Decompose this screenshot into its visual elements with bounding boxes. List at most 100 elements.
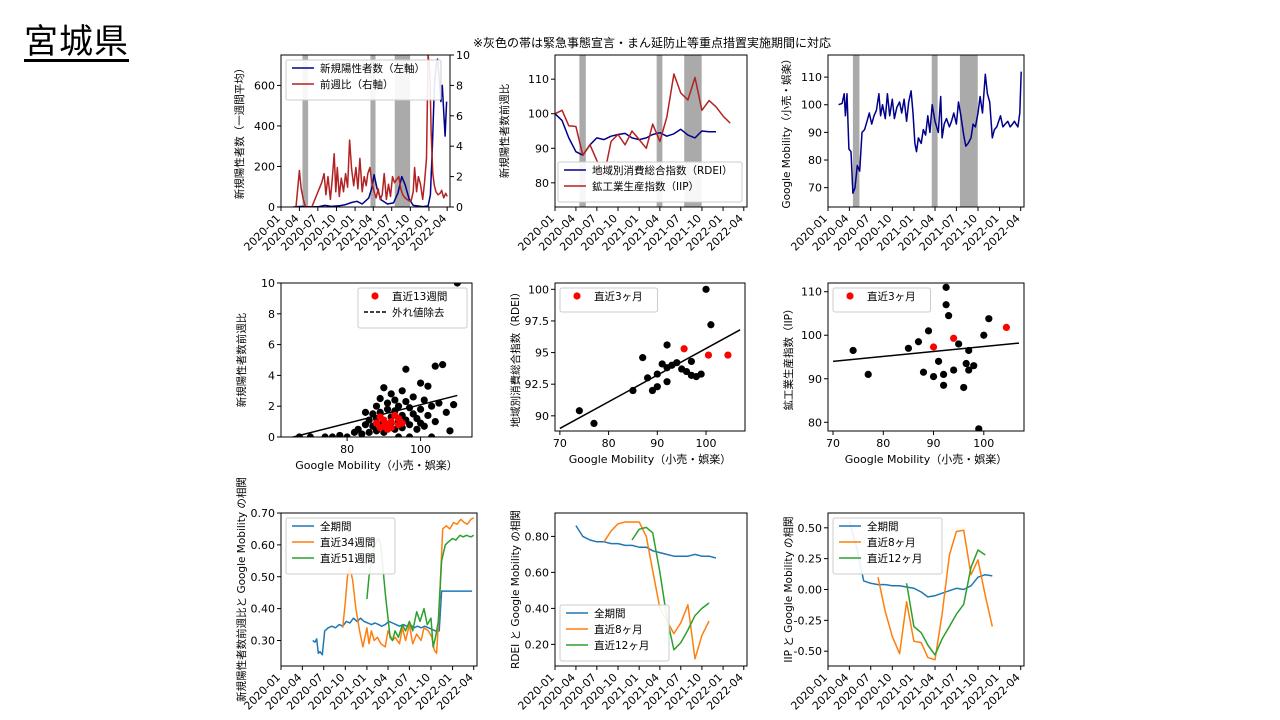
band: [370, 55, 376, 207]
legend-label: 直近8ヶ月: [867, 536, 916, 549]
legend: 直近3ヶ月: [832, 287, 931, 313]
series-line: [295, 55, 448, 207]
legend-label: 直近3ヶ月: [594, 290, 643, 303]
y2-tick-label: 8: [456, 79, 463, 92]
y-tick-label: 80: [535, 177, 549, 190]
scatter-point: [939, 370, 948, 379]
scatter-point: [945, 312, 953, 320]
legend-box: [285, 59, 442, 101]
x-tick-label: 100: [696, 437, 717, 450]
scatter-point: [431, 418, 439, 426]
plot-area: [559, 285, 741, 430]
scatter-point: [904, 344, 913, 352]
plot-frame: [280, 54, 451, 208]
scatter-point: [416, 405, 425, 413]
scatter-point: [376, 394, 384, 403]
y-tick-label: 0.40: [525, 602, 550, 615]
x-tick-label: 100: [410, 443, 431, 456]
scatter-point: [420, 396, 428, 404]
recent-point: [724, 351, 732, 359]
legend-box: [832, 517, 943, 575]
scatter-point: [663, 378, 671, 386]
series-line: [877, 529, 994, 661]
scatter-point: [648, 386, 657, 395]
scatter-point: [965, 366, 973, 374]
legend-label: 直近13週間: [392, 290, 447, 303]
legend-label: 地域別消費総合指数（RDEI）: [592, 164, 733, 177]
scatter-point: [950, 366, 958, 374]
plot-area: [838, 55, 1022, 207]
scatter-point: [864, 370, 872, 379]
scatter-point: [416, 379, 425, 387]
y2-axis-label: 新規陽性者数前週比: [498, 84, 511, 179]
chart-corr-rdei: 2020-012020-042020-072020-102021-012021-…: [509, 510, 748, 713]
scatter-point: [380, 384, 388, 392]
recent-point: [704, 351, 713, 359]
scatter-point: [929, 372, 938, 381]
series-line: [312, 590, 473, 656]
scatter-point: [942, 283, 950, 291]
y-tick-label: 0.80: [525, 530, 550, 543]
legend-label: 直近12ヶ月: [594, 639, 649, 652]
y-tick-label: 2: [268, 400, 275, 413]
scatter-point: [939, 381, 948, 389]
band: [302, 55, 309, 207]
y-tick-label: 92.5: [525, 378, 550, 391]
band: [579, 55, 586, 207]
series-line: [341, 517, 475, 655]
plot-frame: [554, 512, 748, 667]
recent-point: [387, 418, 395, 426]
band: [656, 55, 663, 207]
y-tick-label: -0.50: [794, 645, 822, 658]
y-tick-label: -0.25: [794, 614, 822, 627]
y2-tick-label: 4: [456, 140, 463, 153]
scatter-point: [427, 402, 436, 410]
recent-point: [398, 419, 406, 427]
scatter-point: [914, 338, 923, 346]
legend-box: [559, 287, 658, 313]
scatter-point: [387, 390, 395, 398]
chart-cases: 2020-012020-042020-072020-102021-012021-…: [233, 49, 511, 254]
y-tick-label: 0.60: [525, 566, 550, 579]
y-tick-label: 0.70: [251, 507, 276, 520]
scatter-point: [427, 433, 436, 437]
scatter-point: [321, 433, 329, 437]
recent-point: [929, 343, 938, 351]
scatter-point: [919, 368, 928, 376]
x-tick-label: 80: [602, 437, 616, 450]
recent-point: [1002, 323, 1011, 331]
plot-frame: [280, 512, 478, 667]
scatter-point: [707, 321, 715, 329]
y-tick-label: 70: [808, 182, 822, 195]
y-tick-label: 600: [254, 79, 275, 92]
scatter-point: [453, 283, 461, 287]
series-line: [603, 521, 710, 660]
plot-area: [290, 283, 461, 437]
y-axis-label: 新規陽性者数（一週間平均）: [233, 63, 246, 200]
plot-frame: [827, 282, 1025, 432]
plot-area: [575, 521, 717, 660]
y-axis-label: IIP と Google Mobility の相関: [782, 516, 795, 662]
recent-point: [950, 334, 958, 342]
legend-label: 直近3ヶ月: [867, 290, 916, 303]
y-axis-label: RDEI と Google Mobility の相関: [509, 510, 522, 669]
scatter-point: [405, 433, 414, 437]
x-tick-label: 70: [826, 437, 840, 450]
scatter-point: [639, 354, 647, 362]
scatter-point: [682, 367, 691, 376]
y-tick-label: 100: [528, 283, 549, 296]
y-tick-label: 0.50: [798, 522, 823, 535]
band: [959, 55, 978, 207]
y-tick-label: 8: [268, 308, 275, 321]
scatter-point: [394, 402, 403, 410]
x-tick-label: 70: [553, 437, 567, 450]
legend: 直近3ヶ月: [559, 287, 658, 313]
legend-label: 全期間: [867, 520, 899, 533]
scatter-point: [697, 370, 705, 378]
scatter-point: [343, 433, 351, 437]
chart-corr-cases: 2020-012020-042020-072020-102021-012021-…: [235, 477, 478, 713]
scatter-point: [372, 402, 381, 410]
